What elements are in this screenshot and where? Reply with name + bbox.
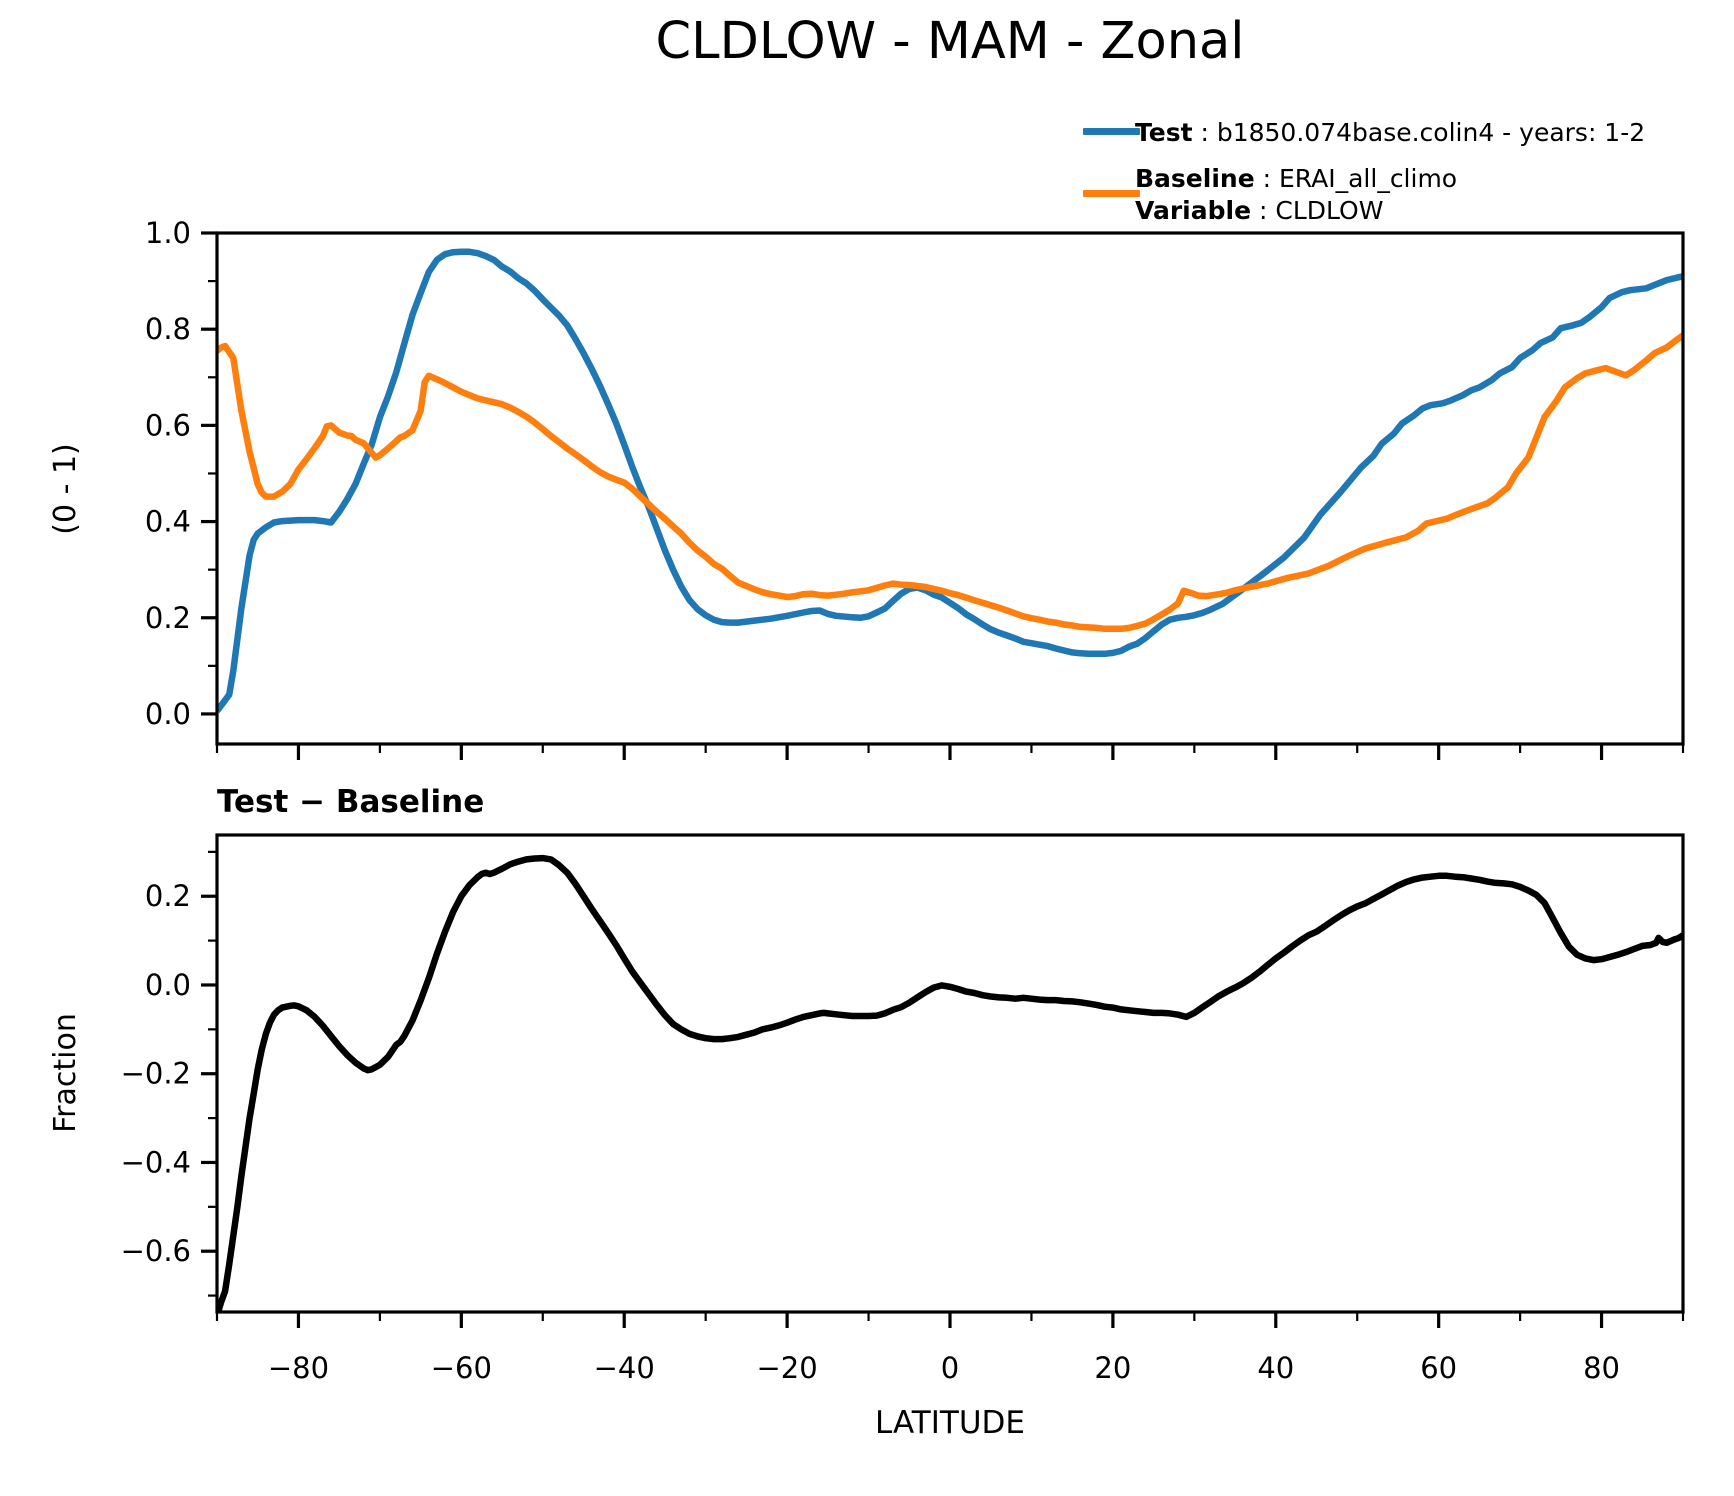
legend-variable-value: : CLDLOW — [1251, 196, 1384, 225]
legend-baseline-value: : ERAI_all_climo — [1254, 164, 1458, 193]
y-tick-label: −0.2 — [121, 1057, 191, 1091]
y-tick-label: 0.2 — [145, 879, 191, 913]
x-tick-label: −20 — [757, 1351, 818, 1385]
baseline-line-swatch — [1083, 190, 1140, 197]
test-series-line — [217, 248, 1683, 714]
y-tick-label: 0.0 — [145, 968, 191, 1002]
y-tick-label: 0.8 — [145, 312, 191, 346]
test-baseline-series-line — [217, 854, 1683, 1312]
y-tick-label: −0.4 — [121, 1145, 191, 1179]
diff-plot: −80 −60 −40 −20 0 20 40 60 80 −0.6 −0.4 −0.2 0.0 0.2 — [121, 833, 1685, 1385]
diff-plot-frame — [215, 833, 1685, 1314]
legend-item-baseline: Baseline : ERAI_all_climo — [1135, 164, 1457, 193]
x-tick-label: −40 — [594, 1351, 655, 1385]
legend-variable-key: Variable — [1135, 196, 1252, 225]
baseline-series-line — [217, 332, 1683, 633]
y-tick-label: −0.6 — [121, 1234, 191, 1268]
legend-test-value: : b1850.074base.colin4 - years: 1-2 — [1192, 118, 1646, 147]
x-tick-label: 0 — [941, 1351, 959, 1385]
y-tick-label: 0.2 — [145, 601, 191, 635]
top-plot-frame — [215, 231, 1685, 746]
x-tick-label: −80 — [268, 1351, 329, 1385]
y-tick-label: 0.0 — [145, 697, 191, 731]
legend-baseline-key: Baseline — [1135, 164, 1255, 193]
x-tick-label: −60 — [431, 1351, 492, 1385]
chart-title: CLDLOW - MAM - Zonal — [655, 12, 1245, 71]
test-line-swatch — [1083, 128, 1140, 135]
x-tick-label: 40 — [1257, 1351, 1294, 1385]
x-tick-label: 20 — [1094, 1351, 1131, 1385]
top-plot: 0.0 0.2 0.4 0.6 0.8 1.0 — [145, 216, 1685, 760]
legend-item-variable: Variable : CLDLOW — [1135, 196, 1383, 225]
y-tick-label: 1.0 — [145, 216, 191, 250]
x-axis-label: LATITUDE — [875, 1405, 1025, 1441]
diff-plot-ylabel: Fraction — [48, 1013, 83, 1133]
diff-plot-title: Test − Baseline — [217, 784, 485, 820]
x-tick-label: 60 — [1420, 1351, 1457, 1385]
top-plot-ylabel: (0 - 1) — [48, 443, 83, 535]
y-tick-label: 0.4 — [145, 505, 191, 539]
x-tick-label: 80 — [1583, 1351, 1620, 1385]
legend-test-key: Test — [1135, 118, 1193, 147]
legend-item-test: Test : b1850.074base.colin4 - years: 1-2 — [1135, 118, 1645, 147]
y-tick-label: 0.6 — [145, 408, 191, 442]
